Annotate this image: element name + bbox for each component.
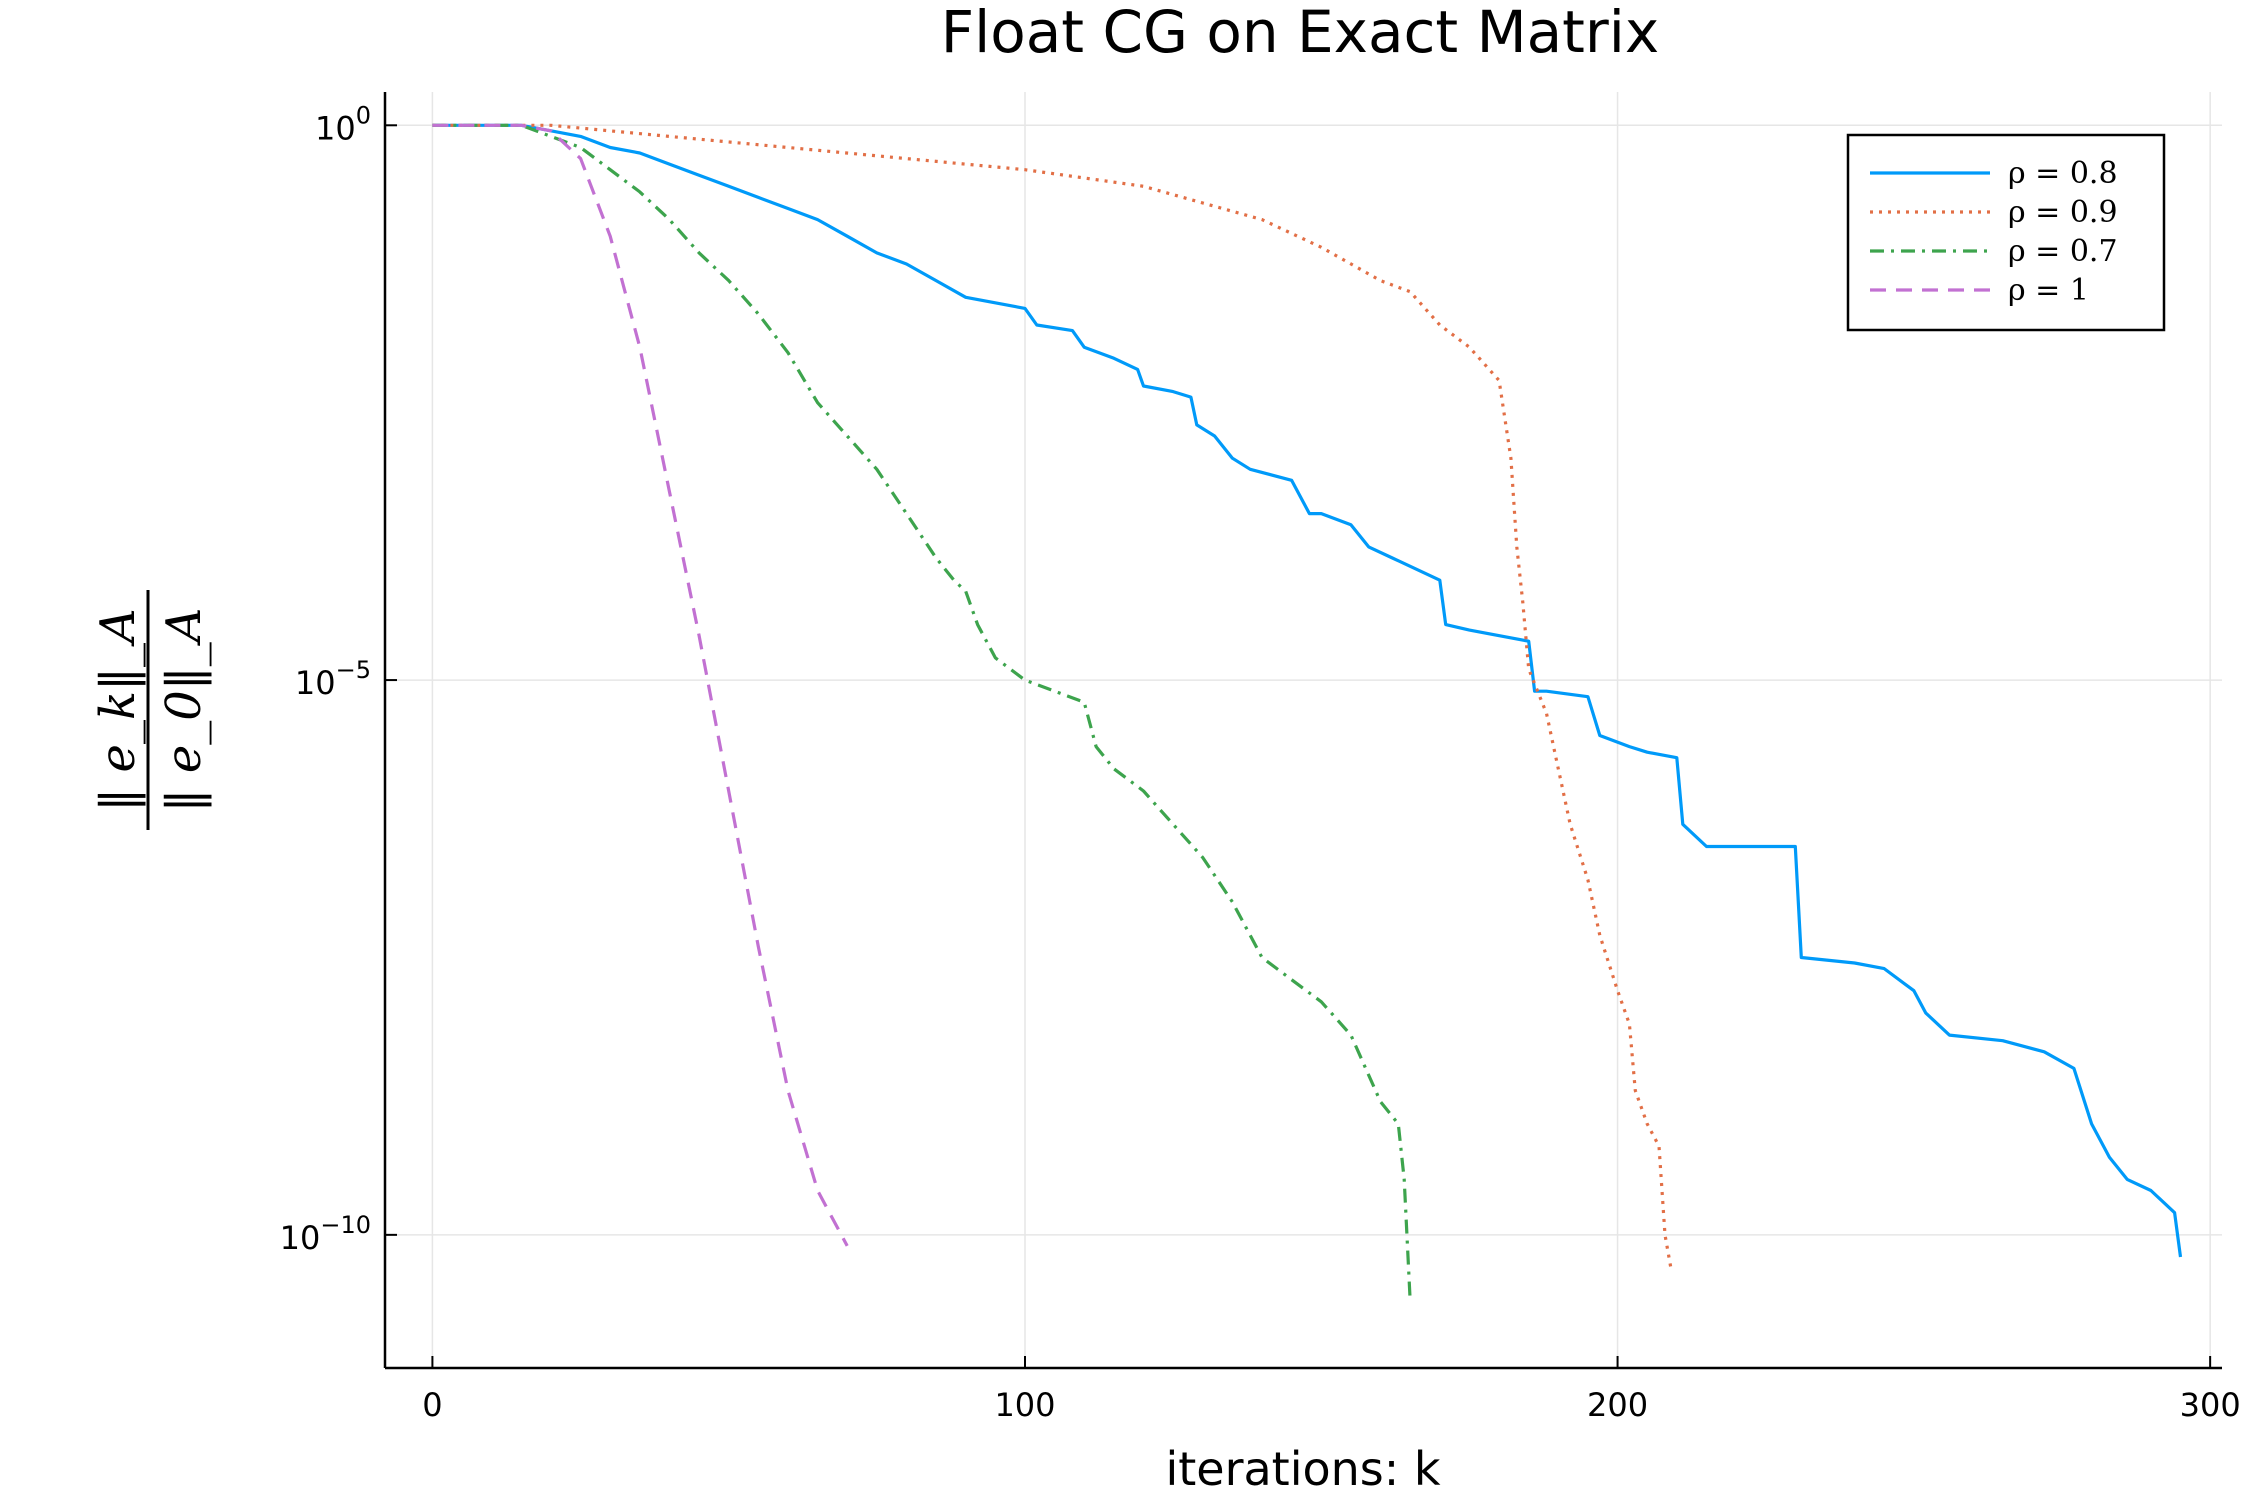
- series-line-0: [432, 123, 2183, 1258]
- series-line-1: [432, 123, 1673, 1269]
- legend: ρ = 0.8 ρ = 0.9 ρ = 0.7 ρ = 1: [1846, 133, 2166, 332]
- legend-box: [1846, 133, 2166, 332]
- y-tick-label-1: 10−5: [295, 656, 371, 702]
- x-tick-label-1: 100: [994, 1386, 1055, 1424]
- series-line-3: [432, 123, 849, 1247]
- legend-label-3: ρ = 1: [2008, 273, 2089, 308]
- x-ticks: 0 100 200 300: [422, 1356, 2241, 1424]
- x-tick-label-2: 200: [1587, 1386, 1648, 1424]
- x-tick-label-0: 0: [422, 1386, 442, 1424]
- x-axis-label: iterations: k: [1165, 1442, 1440, 1496]
- legend-label-2: ρ = 0.7: [2008, 234, 2118, 269]
- series-line-2: [432, 123, 1412, 1302]
- x-tick-label-3: 300: [2180, 1386, 2241, 1424]
- y-axis-label: ‖ e_k‖_A ‖ e_0‖_A: [90, 590, 212, 830]
- legend-label-1: ρ = 0.9: [2008, 195, 2118, 230]
- y-ticks: 100 10−5 10−10: [280, 101, 397, 1257]
- y-axis-label-denominator: ‖ e_0‖_A: [156, 608, 212, 813]
- series-layer: [432, 123, 2183, 1302]
- axes: [383, 92, 2222, 1370]
- y-tick-label-0: 100: [315, 101, 371, 147]
- y-axis-label-numerator: ‖ e_k‖_A: [90, 608, 146, 811]
- grid: [385, 92, 2222, 1368]
- chart-title: Float CG on Exact Matrix: [941, 0, 1659, 66]
- legend-label-0: ρ = 0.8: [2008, 156, 2118, 191]
- y-tick-label-2: 10−10: [280, 1211, 371, 1257]
